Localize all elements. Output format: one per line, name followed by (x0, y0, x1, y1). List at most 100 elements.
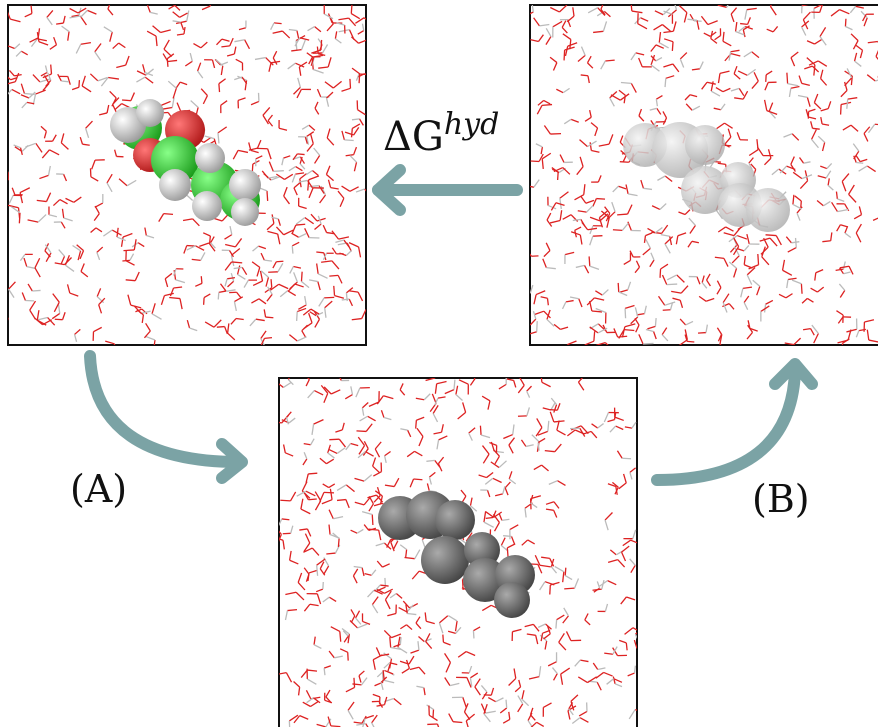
water-bond (589, 216, 601, 222)
water-bond (679, 318, 687, 326)
water-bond (617, 213, 628, 216)
water-bond (228, 250, 235, 258)
water-bond (331, 247, 337, 255)
water-bond (519, 378, 525, 386)
water-bond (383, 696, 388, 705)
water-bond (328, 524, 331, 535)
water-bond (480, 703, 487, 714)
water-bond (867, 123, 876, 134)
water-bond (790, 156, 795, 165)
water-bond (393, 697, 402, 706)
water-bond (805, 109, 809, 118)
water-bond (273, 22, 282, 25)
water-bond (365, 723, 369, 727)
water-bond (744, 25, 753, 30)
water-bond (630, 52, 637, 61)
water-bond (401, 667, 410, 674)
water-bond (808, 108, 816, 113)
water-bond (549, 408, 558, 411)
water-bond (765, 234, 777, 237)
water-bond (838, 283, 846, 291)
water-bond (267, 230, 278, 235)
water-bond (679, 58, 685, 68)
water-bond (37, 316, 48, 321)
water-bond (241, 267, 248, 276)
water-bond (36, 310, 40, 321)
water-bond (580, 195, 587, 204)
water-bond (717, 162, 726, 165)
water-bond (587, 140, 597, 148)
water-bond (350, 529, 358, 534)
water-bond (347, 710, 354, 720)
water-bond (651, 205, 661, 211)
water-bond (541, 464, 549, 472)
water-bond (21, 101, 28, 109)
water-bond (778, 293, 787, 299)
water-bond (337, 275, 343, 284)
water-bond (535, 427, 543, 437)
water-bond (539, 581, 546, 591)
water-bond (29, 309, 36, 320)
water-bond (309, 603, 319, 607)
water-bond (645, 232, 653, 237)
water-bond (533, 464, 542, 471)
water-bond (329, 274, 339, 277)
water-bond (252, 245, 259, 252)
water-bond (661, 334, 669, 342)
water-bond (559, 191, 569, 199)
water-bond (508, 711, 511, 720)
water-bond (328, 483, 336, 489)
water-bond (11, 88, 21, 95)
water-bond (270, 60, 281, 64)
water-bond (398, 607, 408, 613)
water-bond (658, 42, 669, 49)
water-bond (351, 317, 362, 321)
water-bond (74, 328, 81, 335)
water-bond (289, 559, 299, 565)
water-bond (319, 561, 325, 570)
water-bond (606, 678, 615, 685)
water-bond (612, 676, 616, 684)
water-bond (715, 209, 724, 220)
water-bond (586, 297, 595, 306)
water-bond (339, 648, 349, 653)
water-bond (535, 635, 539, 645)
water-bond (609, 90, 618, 99)
water-bond (109, 31, 113, 42)
water-bond (144, 76, 154, 84)
water-bond (734, 97, 744, 100)
water-bond (559, 154, 565, 163)
water-bond (657, 295, 666, 306)
water-bond (294, 37, 301, 47)
water-bond (746, 17, 751, 25)
water-bond (587, 62, 594, 69)
water-bond (330, 626, 341, 633)
water-bond (151, 303, 156, 314)
water-bond (727, 128, 732, 138)
water-bond (284, 173, 294, 180)
water-bond (295, 591, 305, 601)
water-bond (322, 252, 328, 261)
water-bond (73, 334, 78, 342)
water-bond (414, 549, 421, 559)
water-bond (546, 318, 555, 327)
water-bond (314, 155, 321, 164)
water-bond (296, 490, 307, 497)
water-bond (313, 419, 324, 425)
water-bond (589, 300, 593, 312)
water-bond (736, 234, 748, 240)
water-bond (801, 82, 810, 87)
water-bond (866, 74, 876, 82)
arrow-hyd (372, 164, 523, 216)
water-bond (480, 684, 488, 693)
water-bond (595, 307, 607, 314)
water-bond (371, 604, 379, 614)
water-bond (225, 243, 236, 248)
water-bond (372, 693, 381, 698)
water-bond (530, 502, 538, 509)
water-bond (311, 547, 320, 556)
water-bond (537, 34, 544, 42)
water-bond (290, 525, 294, 534)
water-bond (643, 342, 654, 345)
water-bond (652, 331, 657, 340)
